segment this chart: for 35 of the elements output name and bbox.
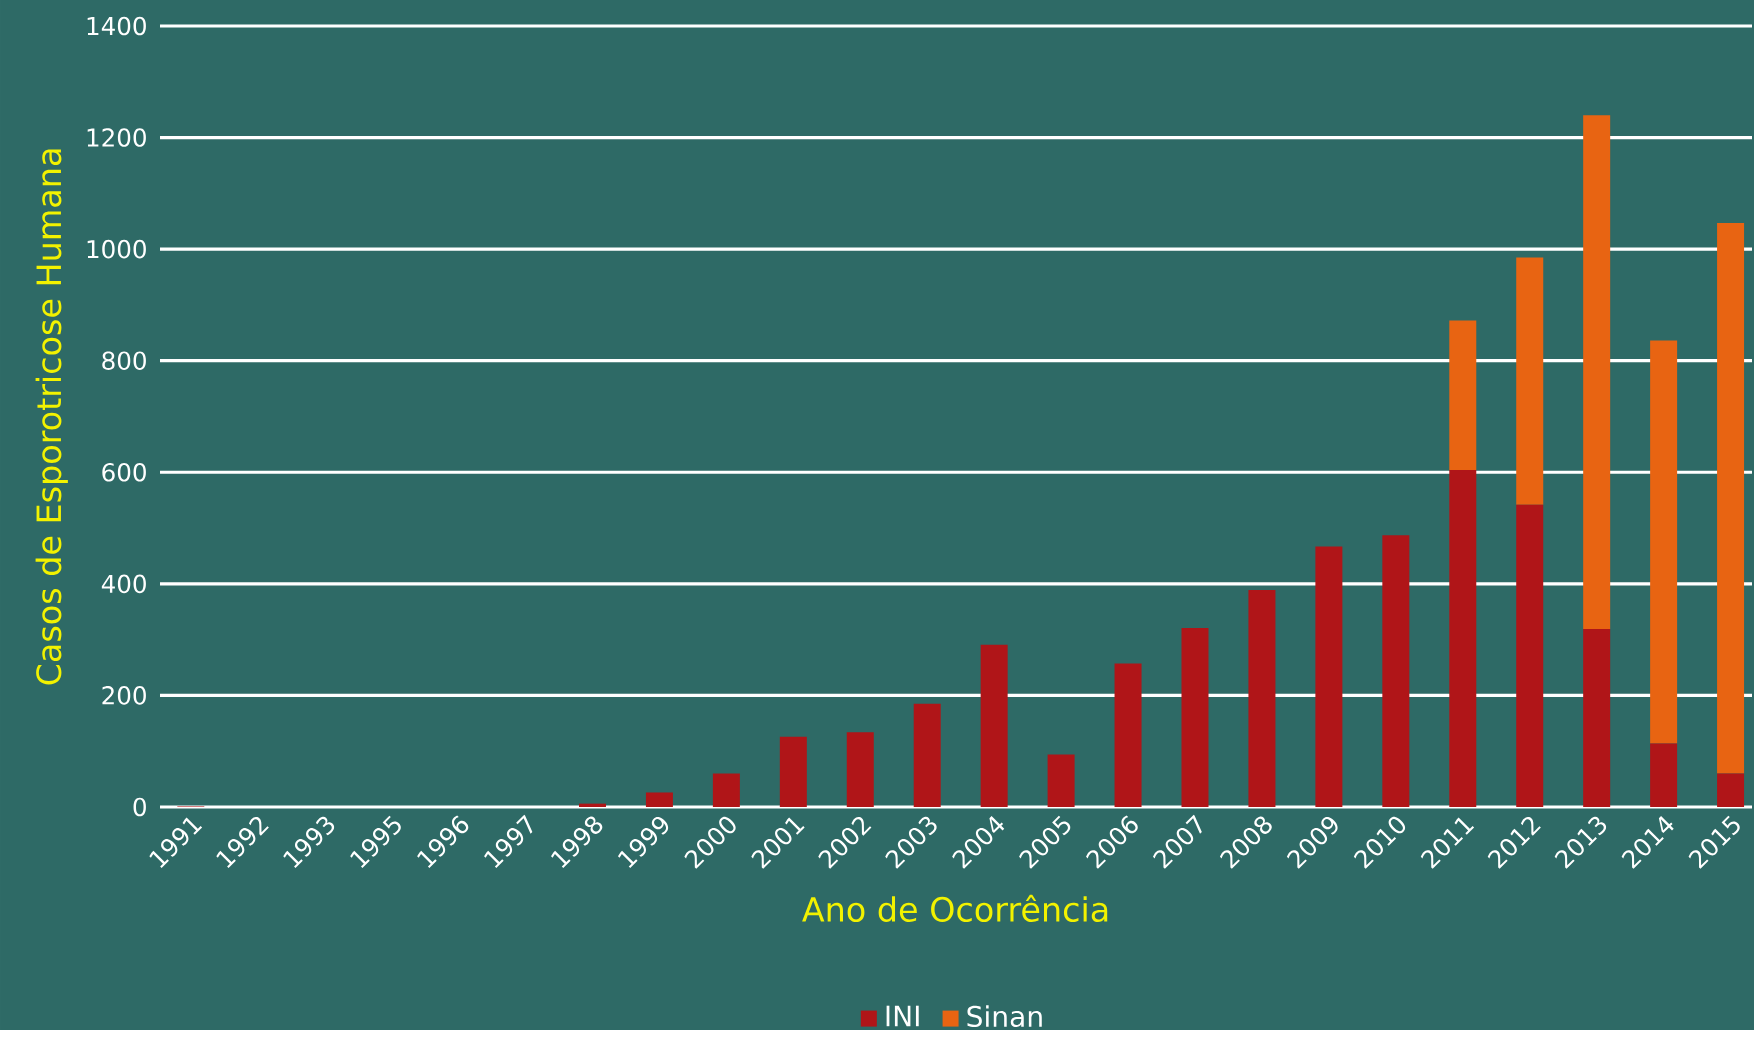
legend-label: Sinan <box>967 1005 1042 1028</box>
bar <box>1181 627 1209 807</box>
bar <box>779 736 807 807</box>
y-tick-label: 1200 <box>87 128 146 147</box>
y-tick-label: 600 <box>102 463 146 482</box>
bar <box>1516 504 1544 807</box>
bar <box>1583 629 1611 807</box>
bar <box>1382 535 1410 807</box>
bar <box>1516 257 1544 505</box>
y-tick-label: 200 <box>102 686 146 705</box>
bar <box>980 644 1008 807</box>
y-axis-title: Casos de Esporotricose Humana <box>35 149 68 685</box>
bar <box>1717 773 1745 807</box>
legend-label: INI <box>886 1005 919 1027</box>
bar <box>1449 320 1477 471</box>
y-tick-label: 1400 <box>87 16 146 36</box>
bar <box>712 773 740 807</box>
bar <box>1315 546 1343 807</box>
y-tick-label: 1000 <box>87 239 146 259</box>
y-tick-label: 800 <box>102 351 146 370</box>
bar <box>1650 743 1678 807</box>
y-tick-label: 0 <box>133 797 146 817</box>
bar <box>1248 590 1276 807</box>
bar <box>1583 115 1611 630</box>
bar <box>1449 470 1477 807</box>
y-tick-label: 400 <box>101 574 146 594</box>
bar <box>578 803 606 807</box>
bar <box>1114 663 1142 807</box>
bar <box>645 792 673 807</box>
x-axis-title: Ano de Ocorrência <box>802 894 1108 923</box>
bar <box>913 703 941 807</box>
bar <box>1650 340 1678 744</box>
bar <box>1717 222 1745 774</box>
bar <box>846 732 874 807</box>
bar <box>1047 754 1075 807</box>
